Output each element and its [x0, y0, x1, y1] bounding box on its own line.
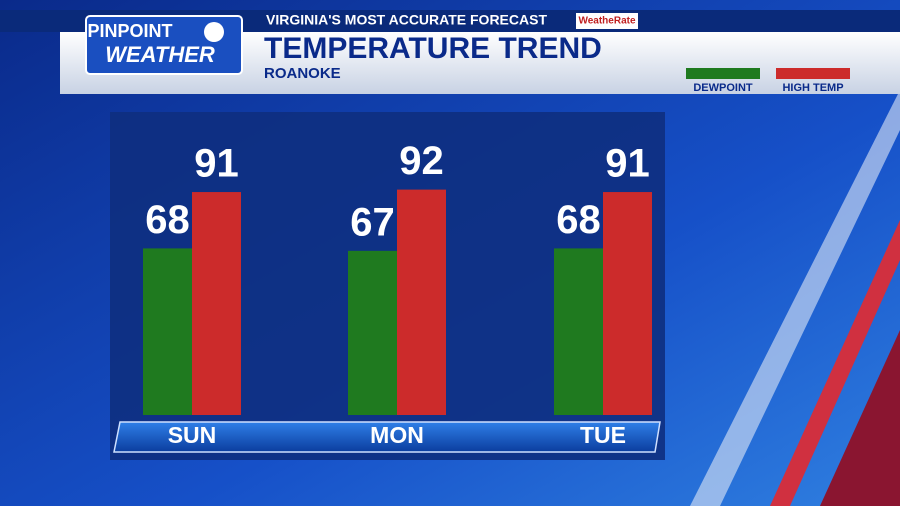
stripe: [770, 220, 900, 506]
legend-swatch: [686, 68, 760, 79]
legend-swatch: [776, 68, 850, 79]
bar: [554, 248, 603, 415]
stripe: [690, 90, 900, 506]
bar: [397, 189, 446, 415]
legend-label: DEWPOINT: [693, 82, 753, 94]
logo-icon: [204, 22, 224, 42]
chart-subtitle: ROANOKE: [264, 65, 341, 82]
x-tick-label: TUE: [580, 422, 626, 448]
bar: [348, 250, 397, 415]
x-tick-label: SUN: [168, 422, 217, 448]
tagline: VIRGINIA'S MOST ACCURATE FORECAST: [266, 12, 547, 28]
logo-top: PINPOINT: [87, 21, 172, 41]
bar: [603, 192, 652, 415]
chart-title: TEMPERATURE TREND: [264, 32, 602, 65]
logo: [85, 15, 243, 75]
value-label: 67: [350, 200, 395, 244]
bar: [143, 248, 192, 415]
bar: [192, 192, 241, 415]
value-label: 92: [399, 139, 444, 183]
value-label: 91: [194, 142, 239, 186]
value-label: 68: [145, 198, 190, 242]
legend-label: HIGH TEMP: [782, 82, 843, 94]
logo-bottom: WEATHER: [105, 42, 215, 67]
badge-box: [576, 13, 638, 29]
x-tick-label: MON: [370, 422, 424, 448]
value-label: 68: [556, 198, 601, 242]
value-label: 91: [605, 142, 650, 186]
stripe: [820, 330, 900, 506]
badge: WeatheRate: [578, 16, 635, 27]
category-strip: [113, 421, 661, 453]
